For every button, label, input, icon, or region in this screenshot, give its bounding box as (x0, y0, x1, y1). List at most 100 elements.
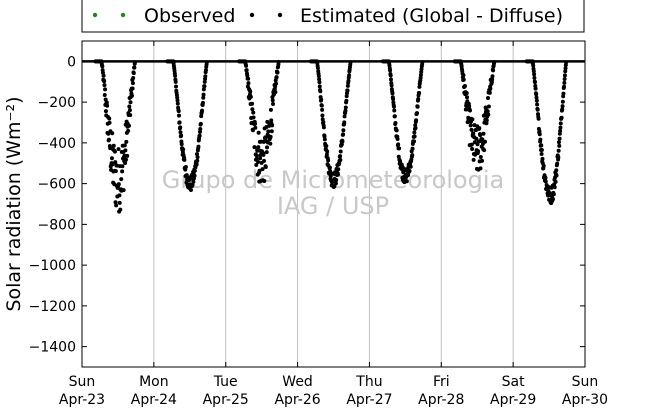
data-point (321, 125, 326, 130)
data-point (537, 129, 542, 134)
data-point (410, 153, 415, 158)
y-tick-label: −1200 (29, 299, 76, 315)
legend-estimated-label: Estimated (Global - Diffuse) (300, 5, 563, 27)
data-point (318, 89, 323, 94)
data-point (113, 160, 118, 165)
data-point (260, 167, 265, 172)
data-point (176, 109, 181, 114)
data-point (338, 154, 343, 159)
data-point (469, 127, 474, 132)
data-point (123, 160, 128, 165)
plot-area (82, 41, 585, 367)
data-point (179, 133, 184, 138)
data-point (246, 76, 251, 81)
data-point (112, 149, 117, 154)
data-point (117, 200, 122, 205)
data-point (178, 130, 183, 135)
legend-estimated-marker-2 (277, 12, 283, 18)
data-point (110, 162, 115, 167)
data-point (490, 77, 495, 82)
data-point (417, 84, 422, 89)
data-point (560, 104, 565, 109)
data-point (127, 104, 132, 109)
data-point (344, 94, 349, 99)
legend-observed-label: Observed (144, 5, 235, 27)
data-point (251, 110, 256, 115)
data-point (533, 86, 538, 91)
data-point (392, 108, 397, 113)
data-point (201, 95, 206, 100)
data-point (343, 108, 348, 113)
data-point (550, 197, 555, 202)
data-point (336, 167, 341, 172)
data-point (532, 72, 537, 77)
data-point (392, 114, 397, 119)
data-point (327, 165, 332, 170)
data-point (408, 164, 413, 169)
data-point (254, 156, 259, 161)
data-point (101, 73, 106, 78)
data-point (130, 81, 135, 86)
data-point (119, 177, 124, 182)
data-point (322, 137, 327, 142)
data-point (188, 187, 193, 192)
data-point (556, 148, 561, 153)
data-point (341, 128, 346, 133)
data-point (535, 107, 540, 112)
data-point (461, 77, 466, 82)
data-point (130, 93, 135, 98)
data-point (537, 132, 542, 137)
x-tick-label-day: Sun (69, 374, 96, 390)
data-point (482, 148, 487, 153)
data-point (319, 97, 324, 102)
data-point (485, 96, 490, 101)
data-point (334, 178, 339, 183)
data-point (484, 118, 489, 123)
data-point (560, 99, 565, 104)
data-point (258, 156, 263, 161)
x-tick-label-day: Mon (139, 374, 169, 390)
data-point (105, 103, 110, 108)
watermark-line-2: IAG / USP (277, 192, 389, 220)
data-point (319, 103, 324, 108)
data-point (100, 70, 105, 75)
data-point (177, 113, 182, 118)
x-tick-label-date: Apr-25 (203, 392, 249, 408)
data-point (315, 66, 320, 71)
data-point (120, 169, 125, 174)
data-point (412, 139, 417, 144)
data-point (563, 69, 568, 74)
data-point (556, 140, 561, 145)
data-point (173, 73, 178, 78)
data-point (269, 129, 274, 134)
data-point (113, 169, 118, 174)
data-point (275, 70, 280, 75)
data-point (107, 116, 112, 121)
data-point (415, 104, 420, 109)
data-point (244, 63, 249, 68)
data-point (197, 133, 202, 138)
data-point (558, 121, 563, 126)
data-point (559, 115, 564, 120)
data-point (103, 109, 108, 114)
data-point (325, 149, 330, 154)
data-point (413, 126, 418, 131)
data-point (194, 162, 199, 167)
data-point (412, 130, 417, 135)
data-point (388, 73, 393, 78)
data-point (343, 105, 348, 110)
data-point (110, 131, 115, 136)
data-point (256, 130, 261, 135)
data-point (339, 142, 344, 147)
data-point (270, 123, 275, 128)
data-point (132, 65, 137, 70)
data-point (111, 143, 116, 148)
data-point (534, 95, 539, 100)
data-point (393, 120, 398, 125)
data-point (106, 137, 111, 142)
legend: Observed Estimated (Global - Diffuse) (81, 0, 585, 33)
data-point (183, 165, 188, 170)
data-point (250, 107, 255, 112)
y-tick-label: −400 (38, 136, 76, 152)
